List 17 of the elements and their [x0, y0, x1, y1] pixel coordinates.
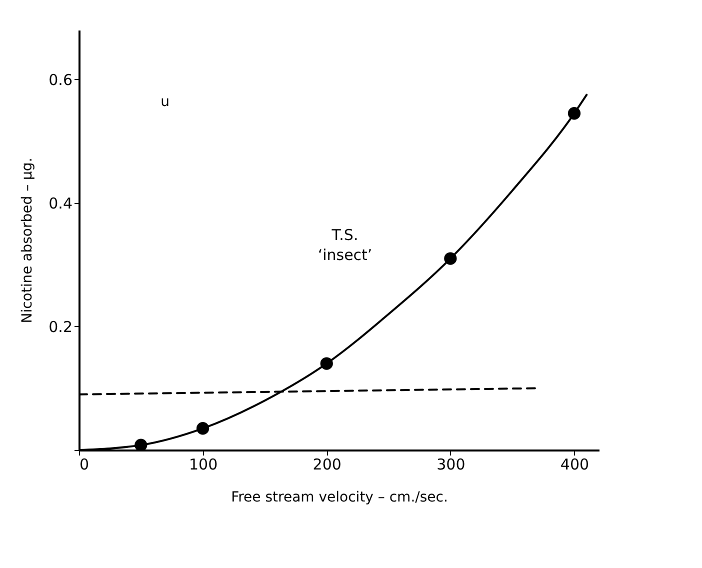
x-axis-title: Free stream velocity – cm./sec.: [231, 490, 448, 506]
x-tick-label: 400: [560, 456, 590, 474]
annotation: T.S.: [330, 226, 358, 244]
y-tick-label: 0.6: [48, 70, 72, 89]
point: [568, 107, 581, 120]
annotation: ‘insect’: [318, 246, 372, 264]
y-tick-label: 0.2: [48, 318, 72, 336]
x-tick-label: 0: [80, 456, 90, 474]
point: [196, 422, 210, 435]
point: [444, 252, 457, 265]
x-tick-label: 100: [188, 456, 218, 474]
y-axis-title: Nicotine absorbed – µg.: [20, 158, 36, 324]
x-tick-label: 300: [436, 456, 466, 474]
x-tick-label: 200: [312, 456, 342, 474]
point: [320, 357, 333, 370]
annotation: u: [160, 94, 170, 110]
y-tick-label: 0.4: [48, 194, 72, 212]
